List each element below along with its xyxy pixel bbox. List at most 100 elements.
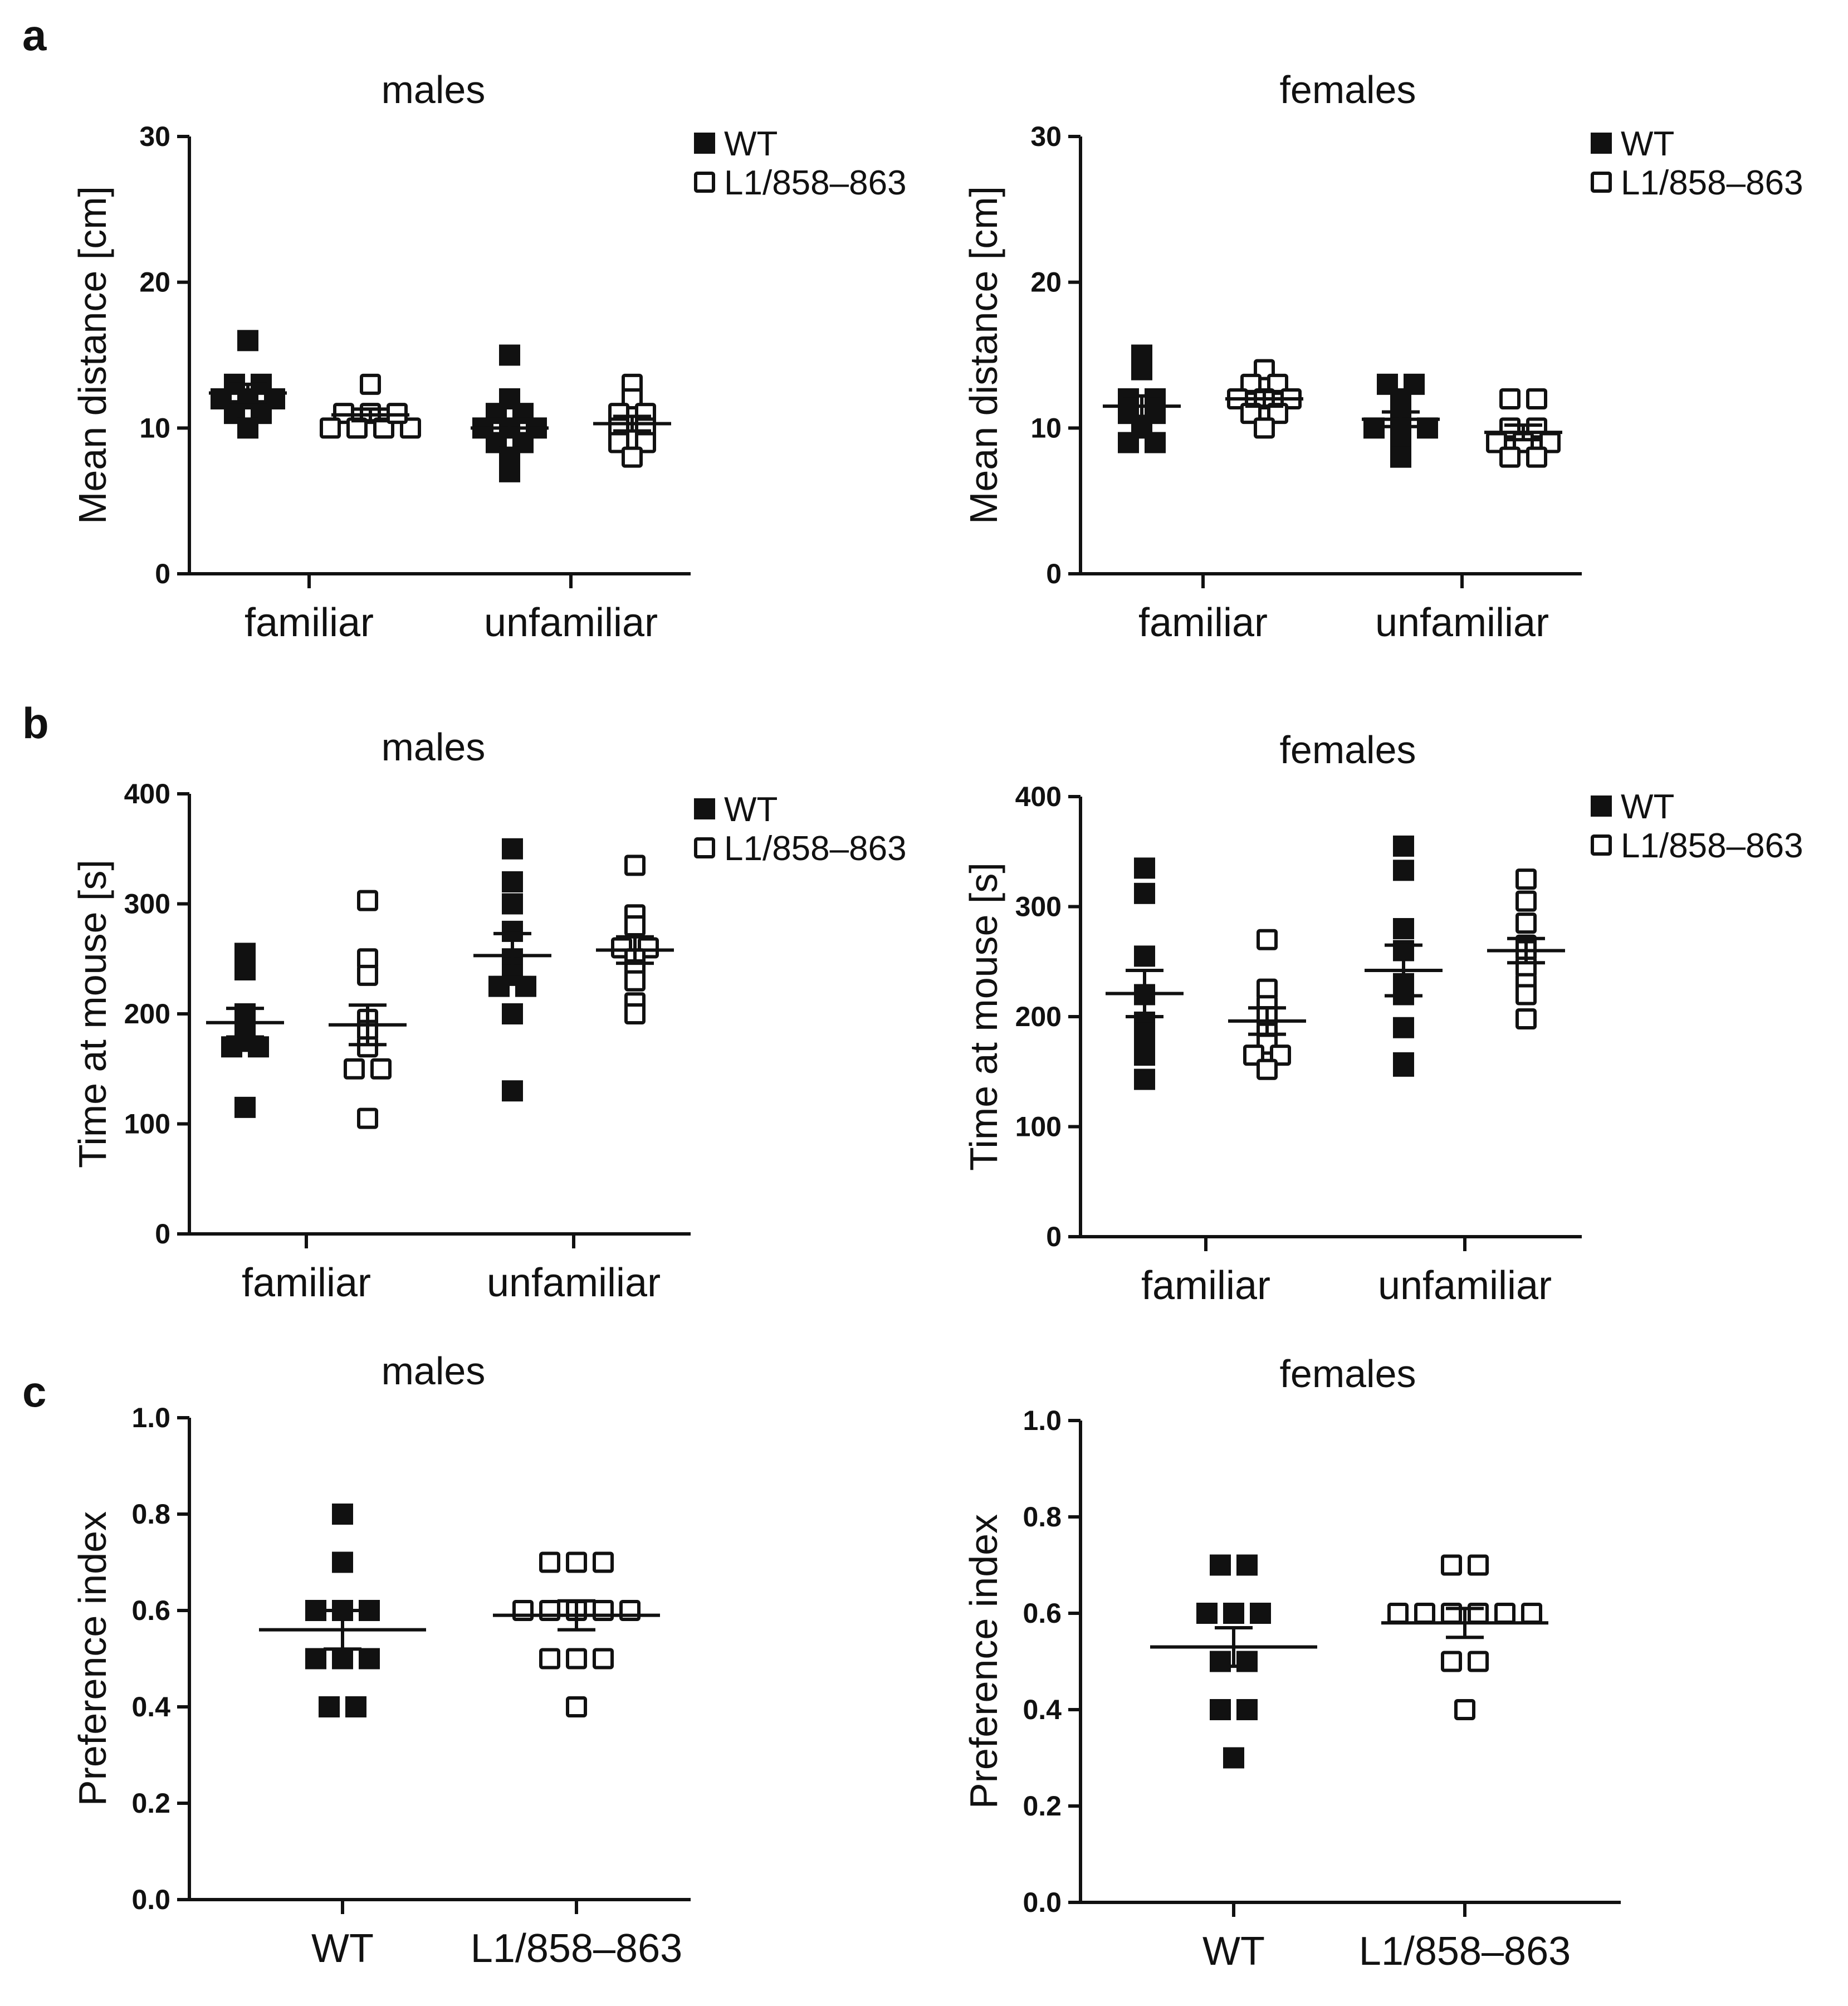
data-point	[305, 1648, 326, 1670]
data-point	[1363, 417, 1385, 439]
y-axis-label: Time at mouse [s]	[962, 862, 1005, 1171]
data-point	[1515, 868, 1537, 890]
legend-filled-square-icon	[694, 798, 715, 819]
data-point	[1131, 359, 1152, 380]
y-tick-label: 0.4	[131, 1691, 170, 1722]
data-point	[1223, 1603, 1244, 1624]
data-point	[1468, 1554, 1489, 1576]
data-point	[1254, 417, 1275, 439]
data-point	[1236, 1554, 1258, 1576]
data-point	[1515, 984, 1537, 1006]
legend-label: L1/858–863	[1621, 164, 1803, 202]
data-point	[370, 1058, 392, 1080]
y-axis-label: Mean distance [cm]	[71, 186, 114, 524]
data-point	[1387, 1603, 1409, 1624]
legend-open-square-icon	[694, 172, 715, 193]
data-point	[332, 1648, 353, 1670]
y-tick-label: 0.0	[131, 1884, 170, 1915]
data-point	[566, 1648, 587, 1670]
y-tick-label: 300	[124, 889, 170, 920]
y-tick-label: 400	[124, 778, 170, 809]
data-point	[502, 871, 523, 892]
charts-container: males Mean distance [cm] 0 10 20 30 familiar un…	[71, 68, 1803, 1974]
data-point	[488, 975, 510, 997]
legend-label: L1/858–863	[724, 164, 907, 202]
chart-b-females: females Time at mouse [s] 0 100 200 300 400 fam…	[962, 728, 1803, 1308]
legend-label: WT	[724, 790, 778, 829]
y-tick-label: 0.2	[1023, 1790, 1062, 1822]
y-tick-label: 300	[1015, 891, 1062, 923]
data-point	[237, 417, 258, 439]
y-tick-label: 20	[139, 267, 170, 298]
data-point	[305, 1600, 326, 1621]
y-tick-label: 100	[1015, 1111, 1062, 1143]
panel-letter-a: a	[22, 11, 47, 60]
x-tick-label: familiar	[245, 601, 374, 645]
data-point	[1526, 446, 1547, 468]
data-point	[502, 893, 523, 915]
panel-letter-c: c	[22, 1367, 46, 1416]
y-tick-label: 0.6	[131, 1595, 170, 1626]
data-point	[1223, 1747, 1244, 1769]
data-point	[1257, 929, 1278, 950]
data-point	[345, 1696, 366, 1717]
panel-letter-b: b	[22, 699, 49, 748]
legend-filled-square-icon	[1591, 133, 1612, 154]
data-point	[566, 1551, 587, 1573]
data-point	[1134, 857, 1155, 879]
chart-b-males: males Time at mouse [s] 0 100 200 300 400 famil…	[71, 725, 907, 1305]
data-point	[359, 1600, 380, 1621]
data-point	[1521, 1603, 1542, 1624]
y-tick-label: 0	[1046, 558, 1062, 589]
data-point	[1134, 945, 1155, 967]
legend-label: L1/858–863	[724, 829, 907, 868]
legend-filled-square-icon	[694, 133, 715, 154]
data-point	[360, 373, 381, 395]
chart-c-females: females Preference index 0.0 0.2 0.4 0.6 0.8 1.…	[962, 1352, 1621, 1974]
data-point	[1515, 890, 1537, 912]
y-tick-label: 30	[139, 121, 170, 152]
data-point	[624, 855, 646, 876]
data-point	[499, 461, 520, 482]
x-tick-label: unfamiliar	[1378, 1263, 1552, 1308]
y-tick-label: 1.0	[131, 1402, 170, 1433]
data-point	[357, 964, 378, 986]
chart-title: males	[382, 725, 486, 769]
y-tick-label: 0	[155, 558, 170, 589]
data-point	[1417, 417, 1438, 439]
chart-title: males	[382, 68, 486, 111]
x-tick-label: familiar	[242, 1261, 371, 1305]
data-point	[1236, 1699, 1258, 1720]
x-tick-label: familiar	[1141, 1263, 1270, 1308]
data-point	[502, 1003, 523, 1024]
data-point	[344, 1058, 365, 1080]
data-point	[1210, 1554, 1231, 1576]
y-axis-label: Preference index	[71, 1511, 114, 1806]
data-point	[499, 344, 520, 366]
data-point	[1441, 1554, 1462, 1576]
y-tick-label: 1.0	[1023, 1405, 1062, 1436]
data-point	[566, 1696, 587, 1717]
data-point	[1515, 912, 1537, 934]
data-point	[1134, 882, 1155, 904]
legend-label: WT	[724, 125, 778, 163]
data-point	[1250, 1603, 1271, 1624]
data-point	[319, 1696, 340, 1717]
legend-label: L1/858–863	[1621, 827, 1803, 865]
y-tick-label: 0.8	[1023, 1501, 1062, 1532]
data-point	[622, 446, 643, 468]
data-point	[1118, 432, 1139, 453]
data-point	[234, 1096, 256, 1118]
chart-title: males	[382, 1349, 486, 1393]
chart-title: females	[1279, 728, 1416, 772]
legend-label: WT	[1621, 125, 1674, 163]
y-tick-label: 0.0	[1023, 1887, 1062, 1918]
y-tick-label: 200	[1015, 1001, 1062, 1032]
chart-title: females	[1279, 1352, 1416, 1395]
data-point	[332, 1551, 353, 1573]
data-point	[332, 1504, 353, 1525]
